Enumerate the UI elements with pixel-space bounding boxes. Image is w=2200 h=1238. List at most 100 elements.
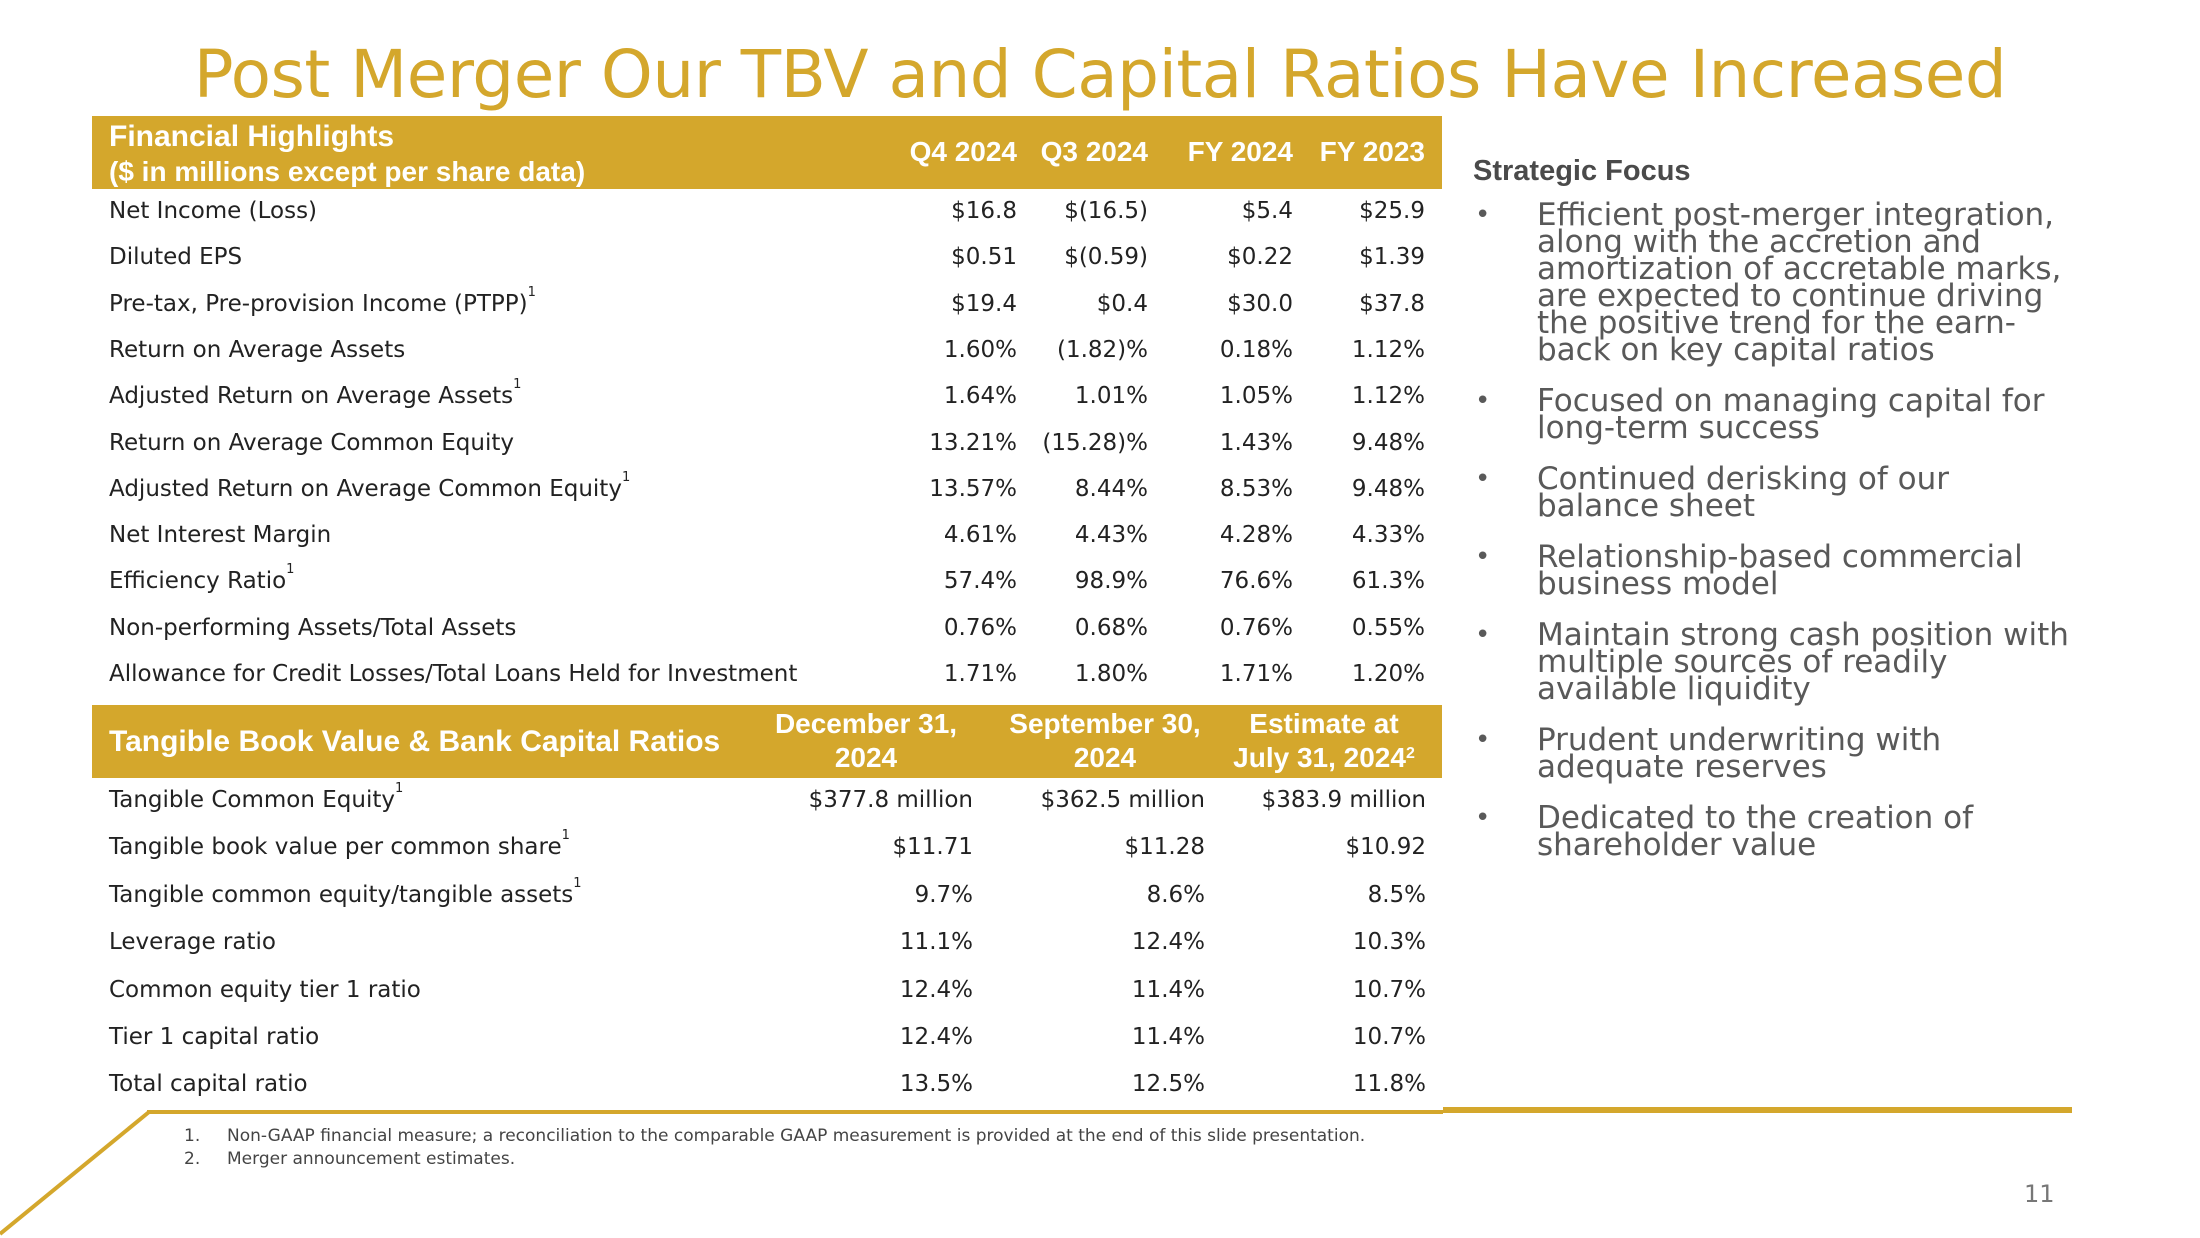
bullet-item: • Maintain strong cash position with mult…: [1473, 620, 2073, 705]
cell-value: 8.6%: [1146, 881, 1205, 908]
footnote-text: Merger announcement estimates.: [227, 1149, 516, 1169]
cell-value: $37.8: [1359, 290, 1425, 317]
row-label-text: Efficiency Ratio: [109, 568, 287, 595]
row-label-text: Return on Average Assets: [109, 336, 406, 363]
row-label-text: Net Income (Loss): [109, 198, 318, 224]
column-header: September 30, 2024: [985, 707, 1225, 775]
table-row: Tier 1 capital ratio 12.4% 11.4% 10.7%: [92, 1016, 1442, 1062]
cell-value: 1.60%: [943, 336, 1017, 363]
bullet-text: Dedicated to the creation of shareholder…: [1537, 800, 1974, 863]
bullet-item: • Efficient post-merger integration, alon…: [1473, 200, 2073, 366]
cell-value: 1.80%: [1074, 661, 1148, 687]
cell-value: 1.20%: [1351, 661, 1425, 687]
row-label-text: Return on Average Common Equity: [109, 429, 514, 456]
row-label: Common equity tier 1 ratio: [109, 977, 421, 1003]
row-label: Return on Average Common Equity: [109, 430, 514, 456]
row-label: Tier 1 capital ratio: [109, 1024, 319, 1050]
bullet-text: Continued derisking of our balance sheet: [1537, 461, 1950, 524]
row-label: Net Interest Margin: [109, 522, 331, 548]
cell-value: $30.0: [1227, 290, 1293, 317]
cell-value: 0.18%: [1219, 336, 1293, 363]
cell-value: 8.5%: [1367, 881, 1426, 908]
cell-value: 12.5%: [1131, 1071, 1205, 1098]
cell-value: $5.4: [1241, 198, 1293, 224]
cell-value: 13.5%: [899, 1071, 973, 1098]
column-header-line2-text: 2024: [1073, 742, 1137, 773]
header-title: Tangible Book Value & Bank Capital Ratio…: [109, 725, 721, 758]
row-label-text: Tangible common equity/tangible assets: [109, 881, 574, 908]
cell-value: $377.8 million: [808, 787, 973, 813]
cell-value: $19.4: [951, 290, 1017, 317]
cell-value: 4.28%: [1219, 522, 1293, 549]
footnote-marker: 2: [1405, 745, 1415, 762]
cell-value: 9.48%: [1351, 429, 1425, 456]
cell-value: 0.68%: [1074, 614, 1148, 641]
financial-highlights-table: Financial Highlights ($ in millions exce…: [92, 116, 1442, 687]
cell-value: 98.9%: [1074, 568, 1148, 595]
table-row: Efficiency Ratio1 57.4% 98.9% 76.6% 61.3%: [92, 560, 1442, 606]
bullet-text: Focused on managing capital for long-ter…: [1537, 383, 2045, 446]
strategic-focus-panel: Strategic Focus • Efficient post-merger i…: [1473, 155, 2073, 861]
cell-value: 10.7%: [1352, 976, 1426, 1003]
cell-value: (1.82)%: [1056, 336, 1148, 363]
cell-value: $(0.59): [1064, 244, 1148, 271]
row-label: Allowance for Credit Losses/Total Loans …: [109, 661, 797, 687]
cell-value: 1.05%: [1219, 383, 1293, 410]
cell-value: $10.92: [1345, 834, 1426, 861]
footnote-number: 2.: [184, 1149, 201, 1169]
bullet-text: Efficient post-merger integration, along…: [1537, 197, 2062, 368]
cell-value: $383.9 million: [1261, 787, 1426, 813]
tbv-capital-table: Tangible Book Value & Bank Capital Ratio…: [92, 705, 1442, 1105]
footnote-marker: 1: [527, 284, 536, 300]
row-label-text: Adjusted Return on Average Common Equity: [109, 475, 622, 502]
row-label: Tangible common equity/tangible assets1: [109, 876, 582, 908]
table-row: Non-performing Assets/Total Assets 0.76% 0…: [92, 607, 1442, 653]
table-row: Net Income (Loss) $16.8 $(16.5) $5.4 $25.9: [92, 190, 1442, 236]
cell-value: 11.4%: [1131, 1024, 1205, 1050]
cell-value: 11.4%: [1131, 976, 1205, 1003]
cell-value: $0.22: [1227, 244, 1293, 271]
column-header: Q4 2024: [909, 136, 1017, 167]
cell-value: 13.21%: [929, 429, 1017, 456]
cell-value: 4.33%: [1351, 522, 1425, 549]
header-subtitle: ($ in millions except per share data): [109, 156, 586, 187]
row-label: Pre-tax, Pre-provision Income (PTPP)1: [109, 285, 536, 317]
footnote-marker: 1: [573, 875, 582, 891]
cell-value: $11.28: [1124, 834, 1205, 861]
footnote-number: 1.: [184, 1126, 201, 1146]
bullet-text: Prudent underwriting with adequate reser…: [1537, 722, 1942, 785]
cell-value: 12.4%: [1131, 929, 1205, 956]
column-header-line2: July 31, 20242: [1204, 741, 1444, 775]
cell-value: $362.5 million: [1040, 787, 1205, 813]
cell-value: $16.8: [951, 198, 1017, 224]
table-row: Pre-tax, Pre-provision Income (PTPP)1 $19…: [92, 283, 1442, 329]
table-row: Return on Average Assets 1.60% (1.82)% 0.18…: [92, 329, 1442, 375]
row-label: Tangible Common Equity1: [109, 781, 403, 813]
cell-value: 1.12%: [1351, 383, 1425, 410]
cell-value: $0.51: [951, 244, 1017, 271]
cell-value: 57.4%: [943, 568, 1017, 595]
table-row: Net Interest Margin 4.61% 4.43% 4.28% 4.33%: [92, 514, 1442, 560]
row-label-text: Allowance for Credit Losses/Total Loans …: [109, 661, 798, 687]
column-header-line2: 2024: [746, 741, 986, 775]
bullet-icon: •: [1475, 542, 1491, 572]
cell-value: 9.7%: [914, 881, 973, 908]
cell-value: $1.39: [1359, 244, 1425, 271]
cell-value: 11.1%: [899, 929, 973, 956]
column-header-line2-text: 2024: [834, 742, 898, 773]
bullet-text: Maintain strong cash position with multi…: [1537, 617, 2069, 707]
table-row: Allowance for Credit Losses/Total Loans …: [92, 653, 1442, 699]
cell-value: 10.3%: [1352, 929, 1426, 956]
footnote-text: Non-GAAP financial measure; a reconcilia…: [227, 1126, 1366, 1146]
table-row: Tangible Common Equity1 $377.8 million $36…: [92, 779, 1442, 825]
cell-value: (15.28)%: [1042, 429, 1148, 456]
column-header-line1: Estimate at: [1249, 708, 1399, 739]
diagonal-accent: [0, 1110, 151, 1236]
cell-value: 8.53%: [1219, 475, 1293, 502]
row-label-text: Pre-tax, Pre-provision Income (PTPP): [109, 290, 528, 317]
cell-value: 1.01%: [1074, 383, 1148, 410]
cell-value: 1.43%: [1219, 429, 1293, 456]
column-header-line2: 2024: [985, 741, 1225, 775]
bullet-item: • Continued derisking of our balance shee…: [1473, 464, 2073, 522]
